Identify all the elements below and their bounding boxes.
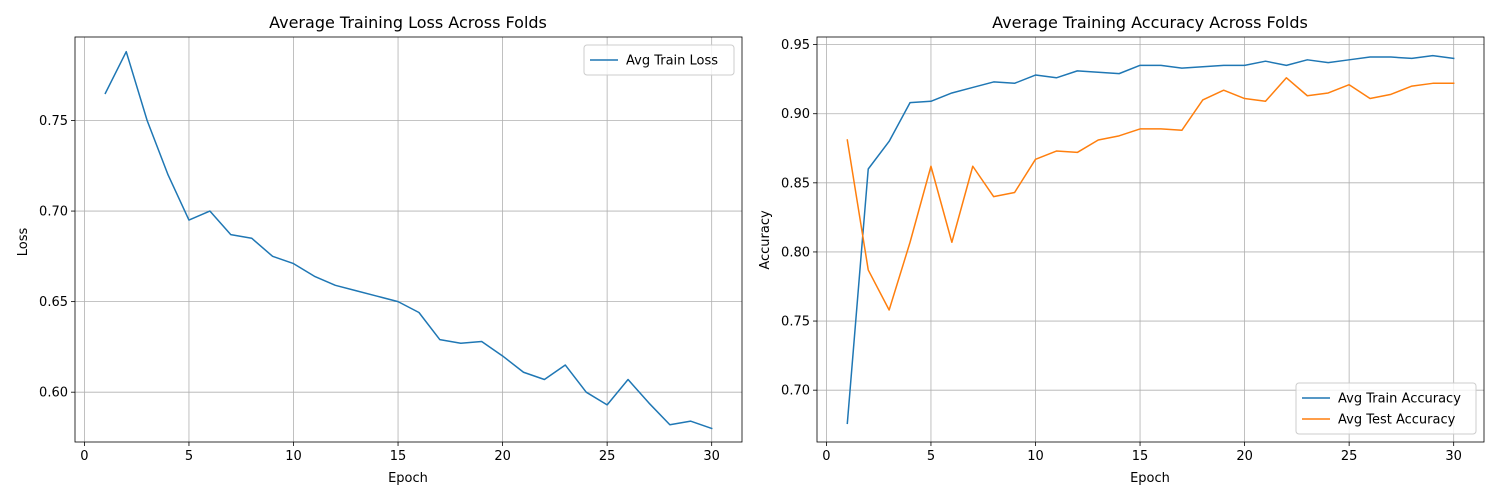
y-tick-label: 0.70 bbox=[781, 384, 810, 399]
y-axis-label: Accuracy bbox=[758, 210, 773, 270]
legend-label: Avg Train Loss bbox=[626, 54, 718, 69]
y-tick-label: 0.75 bbox=[781, 315, 810, 330]
y-tick-label: 0.80 bbox=[781, 245, 810, 260]
x-axis-label: Epoch bbox=[388, 471, 428, 486]
legend-label: Avg Train Accuracy bbox=[1338, 392, 1461, 407]
y-tick-label: 0.70 bbox=[39, 205, 68, 220]
x-tick-label: 25 bbox=[599, 449, 616, 464]
x-tick-label: 5 bbox=[927, 449, 935, 464]
series-line-0 bbox=[846, 54, 1455, 425]
series-line-1 bbox=[846, 77, 1455, 311]
y-tick-label: 0.65 bbox=[39, 295, 68, 310]
x-tick-label: 15 bbox=[390, 449, 407, 464]
x-tick-label: 10 bbox=[285, 449, 302, 464]
chart-title: Average Training Accuracy Across Folds bbox=[992, 13, 1308, 32]
legend-label: Avg Test Accuracy bbox=[1338, 413, 1456, 428]
x-tick-label: 25 bbox=[1341, 449, 1358, 464]
accuracy-chart: Average Training Accuracy Across Folds E… bbox=[758, 13, 1485, 486]
y-tick-label: 0.75 bbox=[39, 114, 68, 129]
legend: Avg Train Accuracy Avg Test Accuracy bbox=[1295, 382, 1477, 435]
loss-chart: Average Training Loss Across Folds Epoch… bbox=[16, 13, 743, 486]
legend-box bbox=[1295, 382, 1477, 435]
x-tick-label: 20 bbox=[494, 449, 511, 464]
y-tick-label: 0.95 bbox=[781, 38, 810, 53]
x-tick-label: 5 bbox=[185, 449, 193, 464]
plot-frame bbox=[816, 36, 1485, 443]
y-axis-label: Loss bbox=[16, 228, 31, 257]
y-tick-label: 0.60 bbox=[39, 386, 68, 401]
y-tick-label: 0.90 bbox=[781, 107, 810, 122]
legend-box bbox=[583, 44, 735, 76]
x-tick-label: 30 bbox=[1445, 449, 1462, 464]
x-tick-label: 20 bbox=[1236, 449, 1253, 464]
x-tick-label: 10 bbox=[1027, 449, 1044, 464]
x-tick-label: 15 bbox=[1132, 449, 1149, 464]
x-tick-label: 30 bbox=[703, 449, 720, 464]
x-tick-label: 0 bbox=[822, 449, 830, 464]
y-tick-label: 0.85 bbox=[781, 176, 810, 191]
chart-title: Average Training Loss Across Folds bbox=[269, 13, 547, 32]
x-axis-label: Epoch bbox=[1130, 471, 1170, 486]
series-line-0 bbox=[104, 50, 713, 430]
plot-frame bbox=[74, 36, 743, 443]
x-tick-label: 0 bbox=[80, 449, 88, 464]
legend: Avg Train Loss bbox=[583, 44, 735, 76]
